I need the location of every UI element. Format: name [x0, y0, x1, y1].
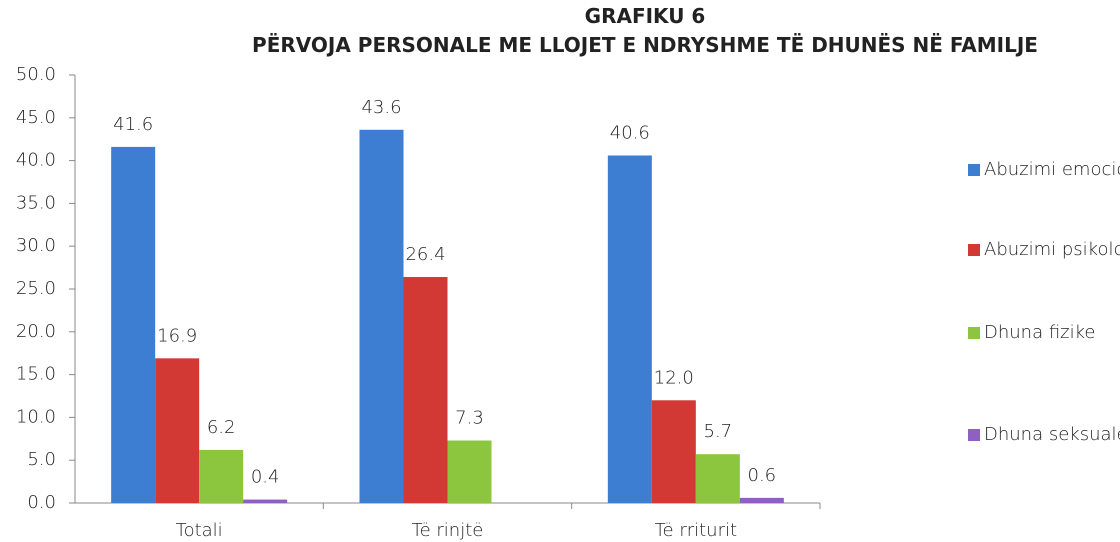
value-label: 40.6	[610, 122, 650, 143]
bar	[243, 499, 288, 503]
legend-swatch	[968, 164, 980, 176]
y-tick-label: 35.0	[16, 192, 56, 213]
value-label: 41.6	[113, 114, 153, 135]
value-label: 16.9	[157, 325, 197, 346]
bar	[359, 129, 404, 503]
chart-title: GRAFIKU 6	[584, 4, 706, 28]
bar	[607, 155, 652, 504]
x-tick-label: Të rriturit	[655, 520, 737, 541]
titles: GRAFIKU 6 PËRVOJA PERSONALE ME LLOJET E …	[195, 2, 1095, 60]
legend-label: Abuzimi emocional	[984, 159, 1120, 180]
value-label: 7.3	[455, 408, 484, 429]
y-tick-label: 50.0	[16, 64, 56, 85]
chart-subtitle: PËRVOJA PERSONALE ME LLOJET E NDRYSHME T…	[252, 33, 1038, 57]
legend-label: Dhuna seksuale	[984, 424, 1120, 445]
value-label: 6.2	[207, 417, 236, 438]
y-tick-label: 5.0	[27, 449, 56, 470]
x-tick-label: Totali	[176, 520, 223, 541]
y-tick-label: 10.0	[16, 406, 56, 427]
value-label: 26.4	[405, 244, 445, 265]
legend-swatch	[968, 327, 980, 339]
value-label: 0.4	[251, 467, 280, 488]
legend-swatch	[968, 244, 980, 256]
bar	[111, 146, 156, 504]
bar	[651, 400, 696, 503]
bar	[199, 449, 244, 503]
legend-swatch	[968, 429, 980, 441]
value-label: 5.7	[704, 421, 733, 442]
bar	[447, 440, 492, 503]
legend-label: Abuzimi psikologjik	[984, 239, 1120, 260]
y-tick-label: 20.0	[16, 321, 56, 342]
x-tick-label: Të rinjtë	[412, 520, 484, 541]
value-label: 12.0	[654, 367, 694, 388]
y-tick-label: 30.0	[16, 235, 56, 256]
value-label: 0.6	[748, 465, 777, 486]
y-tick-label: 45.0	[16, 107, 56, 128]
y-tick-label: 0.0	[27, 492, 56, 513]
y-tick-label: 25.0	[16, 278, 56, 299]
y-tick-label: 40.0	[16, 150, 56, 171]
bar	[403, 277, 448, 503]
legend-label: Dhuna fizike	[984, 322, 1095, 343]
value-label: 43.6	[361, 97, 401, 118]
bar	[155, 358, 200, 503]
bar	[695, 454, 740, 503]
y-tick-label: 15.0	[16, 364, 56, 385]
bar	[739, 497, 784, 503]
